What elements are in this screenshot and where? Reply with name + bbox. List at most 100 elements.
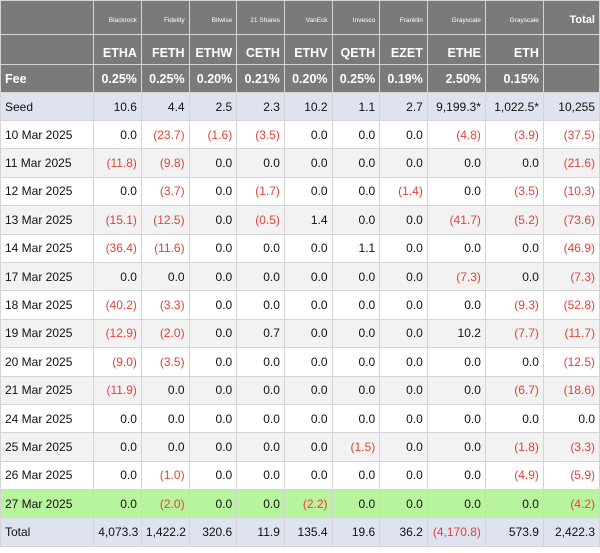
flow-cell: 0.0 bbox=[93, 261, 142, 292]
flow-cell: 0.7 bbox=[236, 318, 285, 349]
issuer-header: Franklin bbox=[379, 0, 428, 35]
fee-cell: 0.21% bbox=[236, 64, 285, 93]
flow-cell: 0.0 bbox=[426, 375, 486, 405]
table-row: 12 Mar 2025 0.0 (3.7) 0.0 (1.7) 0.0 0.0 (1.4) 0.… bbox=[0, 176, 600, 207]
row-total-cell: (18.6) bbox=[542, 375, 600, 405]
row-label: 10 Mar 2025 bbox=[0, 119, 95, 150]
row-label: 19 Mar 2025 bbox=[0, 318, 95, 349]
flow-cell: (12.9) bbox=[93, 318, 142, 349]
flow-cell: 1.1 bbox=[331, 233, 381, 263]
flow-cell: (4,170.8) bbox=[426, 517, 486, 548]
flow-cell: 0.0 bbox=[379, 403, 428, 434]
flow-cell: 0.0 bbox=[331, 489, 381, 519]
flow-cell: (15.1) bbox=[93, 205, 142, 235]
fee-cell: 2.50% bbox=[426, 64, 486, 93]
flow-cell: 0.0 bbox=[331, 176, 381, 207]
flow-cell: 0.0 bbox=[379, 375, 428, 405]
table-row: 20 Mar 2025 (9.0) (3.5) 0.0 0.0 0.0 0.0 0.0 0.0 0… bbox=[0, 347, 600, 377]
ticker-header: ETHE bbox=[426, 34, 486, 65]
flow-cell: 0.0 bbox=[331, 460, 381, 491]
flow-cell: 0.0 bbox=[379, 261, 428, 292]
flow-cell: 0.0 bbox=[188, 233, 238, 263]
table-row: 26 Mar 2025 0.0 (1.0) 0.0 0.0 0.0 0.0 0.0 0.0 (4.… bbox=[0, 460, 600, 491]
flow-cell: 0.0 bbox=[379, 318, 428, 349]
flow-cell: 0.0 bbox=[93, 460, 142, 491]
row-total-cell: (37.5) bbox=[542, 119, 600, 150]
ticker-header: EZET bbox=[379, 34, 428, 65]
table-row: 18 Mar 2025 (40.2) (3.3) 0.0 0.0 0.0 0.0 0.0 0.0… bbox=[0, 290, 600, 320]
flow-cell: 0.0 bbox=[426, 432, 486, 462]
row-label: 25 Mar 2025 bbox=[0, 432, 95, 462]
flow-cell: 36.2 bbox=[379, 517, 428, 548]
flow-cell: 0.0 bbox=[236, 460, 285, 491]
flow-cell: 0.0 bbox=[379, 432, 428, 462]
flow-cell: 0.0 bbox=[426, 290, 486, 320]
flow-cell: 0.0 bbox=[283, 261, 333, 292]
issuer-header: Blackrock bbox=[93, 0, 142, 35]
row-total-cell: (4.2) bbox=[542, 489, 600, 519]
row-label: 24 Mar 2025 bbox=[0, 403, 95, 434]
flow-cell: 2.5 bbox=[188, 92, 238, 121]
table-row: 13 Mar 2025 (15.1) (12.5) 0.0 (0.5) 1.4 0.0 0.0… bbox=[0, 205, 600, 235]
flow-cell: 0.0 bbox=[283, 176, 333, 207]
flow-cell: 0.0 bbox=[331, 318, 381, 349]
ticker-header-row: ETHA FETH ETHW CETH ETHV QETH EZET ETHE … bbox=[0, 34, 600, 65]
total-column-header: Total bbox=[542, 0, 600, 35]
flow-cell: 0.0 bbox=[188, 460, 238, 491]
fee-label: Fee bbox=[0, 64, 95, 93]
table-row: 19 Mar 2025 (12.9) (2.0) 0.0 0.7 0.0 0.0 0.0 10.… bbox=[0, 318, 600, 349]
flow-cell: (1.5) bbox=[331, 432, 381, 462]
issuer-header: Invesco bbox=[331, 0, 381, 35]
flow-cell: 0.0 bbox=[426, 347, 486, 377]
table-row: 24 Mar 2025 0.0 0.0 0.0 0.0 0.0 0.0 0.0 0.0 0.0 0.… bbox=[0, 403, 600, 434]
flow-cell: 0.0 bbox=[93, 403, 142, 434]
flow-cell: 0.0 bbox=[188, 403, 238, 434]
flow-cell: (1.6) bbox=[188, 119, 238, 150]
flow-cell: 11.9 bbox=[236, 517, 285, 548]
flow-cell: 0.0 bbox=[426, 148, 486, 178]
flow-cell: 0.0 bbox=[140, 261, 190, 292]
issuer-header: VanEck bbox=[283, 0, 333, 35]
issuer-header: 21 Shares bbox=[236, 0, 285, 35]
flow-cell: 0.0 bbox=[283, 233, 333, 263]
flow-cell: 0.0 bbox=[426, 460, 486, 491]
flow-cell: (9.3) bbox=[484, 290, 544, 320]
flow-cell: 0.0 bbox=[331, 347, 381, 377]
flow-cell: (6.7) bbox=[484, 375, 544, 405]
flow-cell: (2.0) bbox=[140, 489, 190, 519]
flow-cell: 0.0 bbox=[379, 460, 428, 491]
flow-cell: 0.0 bbox=[426, 489, 486, 519]
flow-cell: (1.7) bbox=[236, 176, 285, 207]
row-label: 20 Mar 2025 bbox=[0, 347, 95, 377]
flow-cell: 0.0 bbox=[379, 148, 428, 178]
ticker-header: ETH bbox=[484, 34, 544, 65]
table-row: 14 Mar 2025 (36.4) (11.6) 0.0 0.0 0.0 1.1 0.0 0.… bbox=[0, 233, 600, 263]
flow-cell: 320.6 bbox=[188, 517, 238, 548]
flow-cell: (0.5) bbox=[236, 205, 285, 235]
flow-cell: 0.0 bbox=[331, 290, 381, 320]
table-row: 11 Mar 2025 (11.8) (9.8) 0.0 0.0 0.0 0.0 0.0 0.0… bbox=[0, 148, 600, 178]
ticker-header: ETHW bbox=[188, 34, 238, 65]
row-total-cell: 2,422.3 bbox=[542, 517, 600, 548]
flow-cell: (3.5) bbox=[484, 176, 544, 207]
flow-cell: 573.9 bbox=[484, 517, 544, 548]
flow-cell: 0.0 bbox=[379, 233, 428, 263]
issuer-header-row: Blackrock Fidelity Bitwise 21 Shares Van… bbox=[0, 0, 600, 35]
flow-cell: (11.9) bbox=[93, 375, 142, 405]
ticker-header: ETHV bbox=[283, 34, 333, 65]
flow-cell: 0.0 bbox=[331, 119, 381, 150]
flow-cell: 4.4 bbox=[140, 92, 190, 121]
flow-cell: 0.0 bbox=[484, 261, 544, 292]
fee-cell: 0.15% bbox=[484, 64, 544, 93]
flow-cell: 0.0 bbox=[236, 347, 285, 377]
flow-cell: (2.2) bbox=[283, 489, 333, 519]
issuer-header: Bitwise bbox=[188, 0, 238, 35]
row-total-cell: (3.3) bbox=[542, 432, 600, 462]
flow-cell: (3.7) bbox=[140, 176, 190, 207]
flow-cell: 0.0 bbox=[283, 119, 333, 150]
flow-cell: (2.0) bbox=[140, 318, 190, 349]
flow-cell: 0.0 bbox=[188, 432, 238, 462]
row-label: 14 Mar 2025 bbox=[0, 233, 95, 263]
flow-cell: (41.7) bbox=[426, 205, 486, 235]
flow-cell: 0.0 bbox=[188, 176, 238, 207]
